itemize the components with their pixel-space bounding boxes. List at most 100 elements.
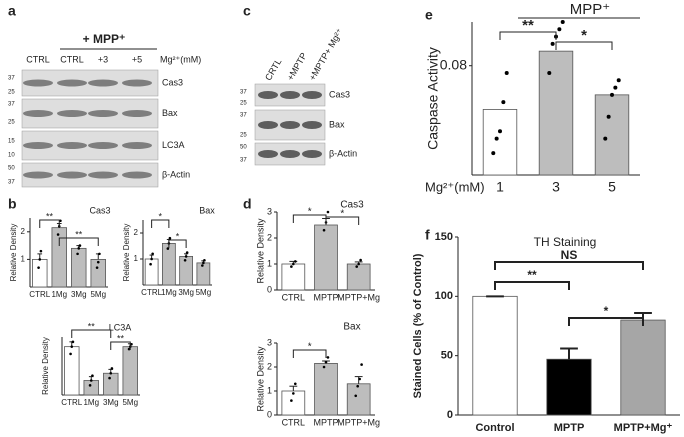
data-point [69,352,72,356]
y-tick-label: 0.08 [440,56,467,72]
blot-band [57,171,87,179]
x-tick-label: 3Mg [103,398,119,407]
data-point [78,244,82,247]
bar [32,258,48,288]
data-point [292,392,295,395]
significance-bracket [494,281,570,290]
data-point [110,367,114,370]
x-tick-label: 3Mg [178,288,194,297]
x-tick-label: CTRL [282,292,306,302]
lane-label: CTRL [26,54,50,64]
blot-band [258,121,278,129]
data-point [150,257,153,261]
marker-label: 25 [240,101,247,107]
blot-band [23,110,53,117]
significance-label: * [308,207,312,218]
data-point [603,136,608,141]
bar [346,263,371,291]
blot-band [122,171,152,179]
significance-label: ** [117,333,125,343]
bar [482,109,518,176]
bar [83,380,99,396]
blot-band [122,79,152,87]
y-axis-label: Relative Density [255,218,265,284]
y-tick-label: 1 [267,385,272,395]
blot-band [23,79,53,87]
blot-band [23,171,53,179]
blot-band [302,150,322,158]
data-point [98,252,101,256]
data-point [109,371,113,375]
y-tick-label: 2 [267,361,272,371]
marker-label: 37 [240,158,247,164]
data-point [293,382,297,386]
y-tick-label: 0 [267,284,272,294]
chart-title: TH Staining [534,235,597,249]
bar [122,346,138,396]
significance-bracket [58,237,99,246]
data-point [37,266,40,269]
row-label: Cas3 [329,89,350,99]
blot-band [302,91,322,99]
y-tick-label: 3 [267,337,272,347]
panel-label: b [8,196,17,212]
x-tick-label: 1 [496,179,504,195]
data-point [39,249,43,253]
x-axis-label: Mg²⁺(mM) [425,179,485,194]
blot-band [280,121,300,129]
y-axis-label: Relative Density [122,224,131,282]
data-point [185,251,189,254]
marker-label: 37 [240,90,247,96]
data-point [76,252,79,256]
significance-bracket [494,261,644,270]
data-point [359,258,362,262]
lane-label: +3 [98,54,108,64]
x-tick-label: CTRL [29,290,50,299]
bar [314,224,338,291]
y-tick-label: 1 [21,255,26,264]
significance-label: * [340,209,344,220]
data-point [96,260,100,264]
data-point [149,262,152,266]
y-axis-label: Stained Cells (% of Control) [412,253,424,398]
panel-label: e [425,7,433,23]
chart-title: Bax [199,205,215,215]
x-tick-label: Control [475,422,514,434]
data-point [202,261,205,265]
bar [103,372,119,396]
significance-label: * [581,27,587,44]
y-axis-label: Relative Density [41,337,50,395]
data-point [354,394,358,398]
data-point [95,266,99,269]
bar [594,94,630,176]
row-label: LC3A [162,140,185,150]
x-tick-label: 5Mg [122,398,138,407]
y-tick-label: 2 [134,228,139,237]
data-point [322,365,326,369]
significance-bracket [499,31,557,40]
x-tick-label: MPTP [554,422,585,434]
y-tick-label: 2 [267,232,272,242]
y-tick-label: 1 [134,254,139,263]
blot-header: + MPP⁺ [83,32,126,46]
significance-label: NS [561,248,578,262]
x-tick-label: MPTP+Mg [337,417,380,427]
bar [144,258,159,286]
y-tick-label: 2 [21,227,26,236]
significance-label: ** [75,229,83,239]
data-point [355,265,359,268]
chart-title: MPP⁺ [570,1,610,18]
x-tick-label: CTRL [61,398,82,407]
data-point [606,114,611,119]
data-point [70,345,74,348]
panel-label: c [243,3,251,19]
data-point [550,41,555,46]
significance-bracket [151,219,170,228]
x-tick-label: CTRL [282,417,306,427]
y-tick-label: 0 [447,409,453,421]
blot-band [57,79,87,87]
blot-band [122,110,152,117]
significance-bracket [325,216,360,225]
unit-label: Mg²⁺(mM) [160,54,201,64]
